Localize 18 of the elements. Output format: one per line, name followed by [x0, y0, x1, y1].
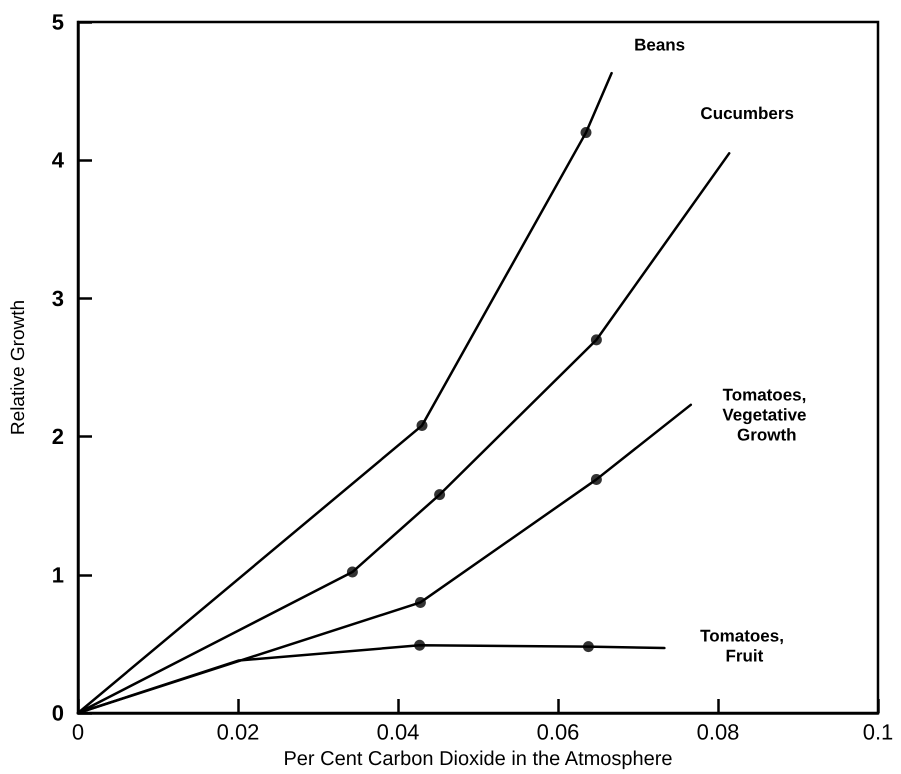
x-tick-label: 0	[72, 720, 84, 744]
series-label: Tomatoes, Vegetative Growth	[722, 385, 812, 444]
y-tick-label: 0	[52, 700, 64, 726]
x-axis-title: Per Cent Carbon Dioxide in the Atmosphere	[283, 748, 673, 770]
x-tick-label: 0.1	[862, 720, 894, 744]
series-label: Beans	[634, 36, 686, 55]
x-tick-label: 0.04	[376, 720, 420, 744]
text: Tomatoes, Fruit	[700, 626, 789, 666]
text: Cucumbers	[700, 104, 794, 123]
y-tick-label: 2	[52, 424, 64, 450]
x-tick-label: 0.08	[696, 720, 740, 744]
y-tick-label: 4	[52, 148, 65, 173]
y-axis-title: Relative Growth	[8, 300, 29, 436]
y-tick-label: 3	[52, 286, 64, 311]
y-tick-label: 1	[52, 562, 64, 588]
x-tick-label: 0.02	[216, 720, 260, 744]
x-tick-label: 0.06	[536, 720, 580, 744]
y-tick-label: 5	[52, 10, 64, 34]
